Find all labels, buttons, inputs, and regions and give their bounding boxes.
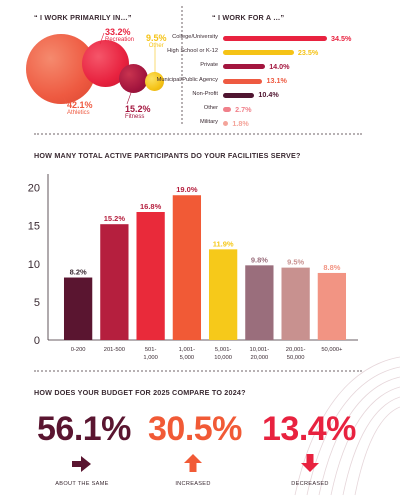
fitness-pct: 15.2% bbox=[125, 104, 151, 114]
participants-title: HOW MANY TOTAL ACTIVE PARTICIPANTS DO YO… bbox=[34, 151, 301, 160]
other-pct: 9.5% bbox=[146, 33, 167, 43]
work-for-bar bbox=[223, 78, 263, 84]
work-for-value: 13.1% bbox=[266, 76, 287, 86]
x-tick-label: 50,000+ bbox=[321, 347, 343, 353]
x-tick-label: 5,000 bbox=[180, 355, 195, 360]
x-tick-label: 10,001- bbox=[250, 347, 270, 353]
divider-1 bbox=[34, 133, 362, 135]
work-for-label: Other bbox=[203, 105, 218, 111]
bubble-fitness bbox=[119, 64, 148, 93]
work-for-value: 23.5% bbox=[297, 47, 319, 57]
y-tick-label: 5 bbox=[34, 297, 40, 309]
work-for-value: 34.5% bbox=[331, 33, 352, 43]
work-for-bar bbox=[223, 36, 327, 41]
bar bbox=[208, 249, 238, 340]
work-for-label: Private bbox=[200, 62, 218, 69]
work-for-label: Municipal/Public Agency bbox=[156, 76, 218, 83]
work-for-label: High School or K-12 bbox=[167, 48, 218, 55]
participants-bar-chart: 0 5 10 15 20 8.2% 0-200 15.2% 201-500 16.8% 501- 1,… bbox=[28, 174, 358, 360]
y-tick-label: 20 bbox=[28, 183, 40, 195]
bubble-other bbox=[145, 72, 164, 91]
x-tick-label: 10,000 bbox=[214, 355, 232, 360]
work-for-bar bbox=[223, 107, 232, 112]
bar-value-label: 11.9% bbox=[213, 239, 234, 248]
work-for-chart: College/University 34.5% High School or K-… bbox=[0, 0, 400, 130]
arrow-down-icon bbox=[301, 454, 319, 472]
work-for-label: Military bbox=[199, 119, 218, 126]
budget-increased-pct: 30.5% bbox=[148, 410, 242, 448]
athletics-label: Athletics bbox=[67, 110, 90, 116]
x-tick-label: 201-500 bbox=[104, 347, 125, 353]
bubble-leader-lines bbox=[61, 32, 156, 105]
work-for-title: “ I WORK FOR A …” bbox=[212, 13, 285, 22]
arrow-right-icon bbox=[72, 456, 91, 472]
label-other: 9.5% Other bbox=[146, 33, 167, 49]
budget-title: HOW DOES YOUR BUDGET FOR 2025 COMPARE TO… bbox=[34, 388, 246, 397]
bar-value-label: 9.8% bbox=[251, 255, 268, 264]
y-tick-label: 15 bbox=[28, 221, 40, 233]
bar-value-label: 8.8% bbox=[323, 263, 340, 272]
x-tick-label: 0-200 bbox=[71, 347, 86, 353]
athletics-pct: 42.1% bbox=[67, 100, 93, 110]
bar bbox=[245, 265, 274, 340]
x-tick-label: 5,001- bbox=[215, 347, 232, 353]
bar bbox=[136, 212, 165, 340]
label-athletics: 42.1% Athletics bbox=[67, 100, 93, 116]
work-for-value: 1.8% bbox=[232, 118, 249, 128]
y-tick-label: 0 bbox=[34, 335, 40, 347]
x-tick-label: 1,000 bbox=[143, 355, 158, 360]
budget-increased-caption: INCREASED bbox=[175, 481, 211, 487]
bar bbox=[281, 267, 310, 340]
bar bbox=[172, 195, 202, 340]
budget-decreased-pct: 13.4% bbox=[262, 410, 356, 448]
recreation-pct: 33.2% bbox=[105, 27, 131, 37]
bar-value-label: 15.2% bbox=[104, 214, 126, 223]
budget-same-pct: 56.1% bbox=[37, 410, 131, 448]
bar-value-label: 19.0% bbox=[176, 185, 198, 194]
x-tick-label: 50,000 bbox=[287, 355, 305, 360]
work-for-label: College/University bbox=[172, 34, 218, 40]
bar bbox=[100, 224, 129, 340]
primarily-title: “ I WORK PRIMARILY IN…” bbox=[34, 13, 132, 22]
bar bbox=[63, 277, 93, 340]
y-tick-label: 10 bbox=[28, 259, 40, 271]
recreation-label: Recreation bbox=[105, 37, 135, 43]
work-for-bar bbox=[223, 50, 294, 56]
work-for-bar bbox=[223, 64, 266, 70]
x-tick-label: 20,000 bbox=[251, 355, 269, 360]
work-for-value: 2.7% bbox=[235, 104, 252, 114]
fitness-label: Fitness bbox=[125, 114, 145, 120]
bar-value-label: 8.2% bbox=[70, 268, 87, 277]
budget-same-caption: ABOUT THE SAME bbox=[55, 481, 109, 487]
divider-2 bbox=[34, 370, 362, 372]
work-for-bar bbox=[223, 121, 229, 127]
budget-decreased-caption: DECREASED bbox=[291, 481, 329, 487]
x-tick-label: 1,001- bbox=[179, 347, 196, 353]
bar-value-label: 9.5% bbox=[287, 258, 304, 267]
label-recreation: 33.2% Recreation bbox=[105, 27, 134, 43]
top-divider bbox=[181, 6, 183, 124]
bar bbox=[317, 272, 347, 340]
work-for-value: 10.4% bbox=[258, 90, 279, 100]
work-for-label: Non-Profit bbox=[192, 90, 218, 97]
bar-value-label: 16.8% bbox=[140, 202, 162, 211]
work-for-bar bbox=[223, 92, 255, 98]
work-for-value: 14.0% bbox=[269, 61, 290, 71]
other-label: Other bbox=[148, 43, 164, 49]
x-tick-label: 20,001- bbox=[286, 347, 306, 353]
label-fitness: 15.2% Fitness bbox=[125, 104, 151, 120]
x-tick-label: 501- bbox=[145, 347, 157, 353]
arrow-up-icon bbox=[184, 454, 202, 472]
